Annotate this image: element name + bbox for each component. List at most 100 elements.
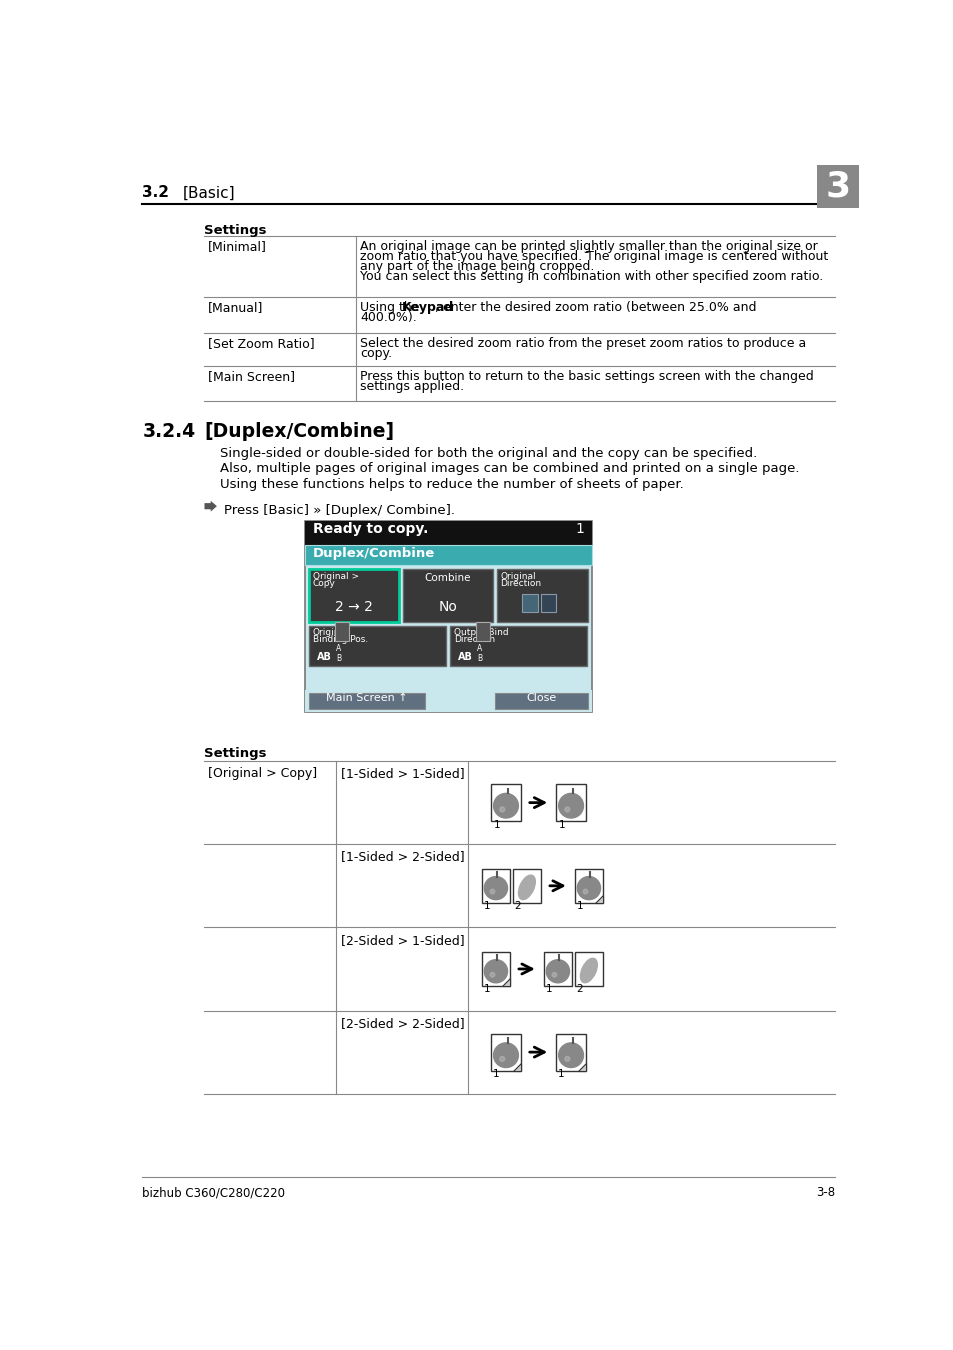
Text: any part of the image being cropped.: any part of the image being cropped. bbox=[360, 259, 594, 273]
FancyBboxPatch shape bbox=[556, 1034, 585, 1071]
FancyBboxPatch shape bbox=[335, 622, 348, 641]
Text: Using the: Using the bbox=[360, 301, 423, 313]
Circle shape bbox=[577, 876, 599, 899]
FancyBboxPatch shape bbox=[816, 165, 858, 208]
Text: 3: 3 bbox=[824, 170, 849, 204]
Text: [Original > Copy]: [Original > Copy] bbox=[208, 767, 316, 780]
Polygon shape bbox=[595, 895, 602, 903]
Text: [Set Zoom Ratio]: [Set Zoom Ratio] bbox=[208, 336, 314, 350]
Text: 3.2.4: 3.2.4 bbox=[142, 423, 195, 441]
Text: You can select this setting in combination with other specified zoom ratio.: You can select this setting in combinati… bbox=[360, 270, 822, 282]
Text: Original: Original bbox=[500, 571, 536, 580]
FancyBboxPatch shape bbox=[476, 622, 489, 641]
Circle shape bbox=[564, 1057, 569, 1061]
Text: copy.: copy. bbox=[360, 347, 392, 360]
Text: Main Screen ↑: Main Screen ↑ bbox=[326, 694, 408, 703]
Text: Output Bind: Output Bind bbox=[454, 628, 508, 637]
Circle shape bbox=[552, 972, 557, 977]
Text: 3.2: 3.2 bbox=[142, 185, 170, 200]
FancyBboxPatch shape bbox=[481, 869, 509, 903]
Text: [2-Sided > 2-Sided]: [2-Sided > 2-Sided] bbox=[340, 1017, 464, 1030]
FancyBboxPatch shape bbox=[309, 625, 446, 666]
FancyBboxPatch shape bbox=[305, 521, 592, 711]
Text: zoom ratio that you have specified. The original image is centered without: zoom ratio that you have specified. The … bbox=[360, 250, 827, 263]
Text: 1: 1 bbox=[493, 819, 499, 830]
Text: AB: AB bbox=[316, 652, 332, 662]
Text: Original: Original bbox=[313, 628, 348, 637]
Polygon shape bbox=[578, 1062, 585, 1071]
Text: Keypad: Keypad bbox=[402, 301, 454, 313]
Text: Combine: Combine bbox=[424, 574, 471, 583]
FancyBboxPatch shape bbox=[556, 784, 585, 821]
Circle shape bbox=[484, 960, 507, 983]
Text: Select the desired zoom ratio from the preset zoom ratios to produce a: Select the desired zoom ratio from the p… bbox=[360, 336, 805, 350]
FancyBboxPatch shape bbox=[309, 693, 425, 710]
FancyBboxPatch shape bbox=[305, 690, 592, 711]
Ellipse shape bbox=[579, 958, 597, 983]
FancyBboxPatch shape bbox=[540, 594, 556, 613]
Circle shape bbox=[490, 890, 495, 894]
FancyBboxPatch shape bbox=[305, 545, 592, 566]
FancyBboxPatch shape bbox=[481, 952, 509, 986]
Text: [Duplex/Combine]: [Duplex/Combine] bbox=[204, 423, 395, 441]
Text: [1-Sided > 1-Sided]: [1-Sided > 1-Sided] bbox=[340, 767, 464, 780]
FancyBboxPatch shape bbox=[491, 784, 520, 821]
Text: Binding Pos.: Binding Pos. bbox=[313, 634, 368, 644]
Circle shape bbox=[493, 1044, 517, 1068]
Text: 400.0%).: 400.0%). bbox=[360, 310, 416, 324]
Text: AB: AB bbox=[457, 652, 473, 662]
Text: Copy: Copy bbox=[313, 579, 335, 587]
Circle shape bbox=[582, 890, 587, 894]
FancyBboxPatch shape bbox=[402, 570, 493, 622]
Polygon shape bbox=[501, 979, 509, 986]
Circle shape bbox=[558, 794, 583, 818]
Text: 2: 2 bbox=[514, 902, 520, 911]
Text: 1: 1 bbox=[483, 902, 490, 911]
Text: Direction: Direction bbox=[454, 634, 495, 644]
Circle shape bbox=[490, 972, 495, 977]
Text: settings applied.: settings applied. bbox=[360, 379, 464, 393]
Text: [Minimal]: [Minimal] bbox=[208, 240, 266, 252]
Polygon shape bbox=[204, 501, 216, 512]
Text: 1: 1 bbox=[493, 1069, 499, 1079]
Text: , enter the desired zoom ratio (between 25.0% and: , enter the desired zoom ratio (between … bbox=[435, 301, 756, 313]
Text: No: No bbox=[438, 601, 456, 614]
Text: Single-sided or double-sided for both the original and the copy can be specified: Single-sided or double-sided for both th… bbox=[220, 447, 757, 460]
Text: Press this button to return to the basic settings screen with the changed: Press this button to return to the basic… bbox=[360, 370, 813, 383]
Circle shape bbox=[493, 794, 517, 818]
Text: 1: 1 bbox=[558, 1069, 564, 1079]
Text: 1: 1 bbox=[558, 819, 565, 830]
Text: A
B: A B bbox=[476, 644, 482, 663]
Text: A
B: A B bbox=[335, 644, 341, 663]
Text: 1: 1 bbox=[575, 522, 583, 536]
FancyBboxPatch shape bbox=[543, 952, 571, 986]
Text: Direction: Direction bbox=[500, 579, 541, 587]
Text: 2: 2 bbox=[576, 984, 582, 995]
FancyBboxPatch shape bbox=[450, 625, 587, 666]
Text: Close: Close bbox=[526, 694, 557, 703]
Ellipse shape bbox=[517, 875, 535, 899]
FancyBboxPatch shape bbox=[521, 594, 537, 613]
Text: bizhub C360/C280/C220: bizhub C360/C280/C220 bbox=[142, 1187, 285, 1199]
FancyBboxPatch shape bbox=[575, 952, 602, 986]
Text: [1-Sided > 2-Sided]: [1-Sided > 2-Sided] bbox=[340, 850, 464, 864]
Text: 2 → 2: 2 → 2 bbox=[335, 601, 373, 614]
Polygon shape bbox=[513, 1062, 520, 1071]
Circle shape bbox=[499, 1057, 504, 1061]
Text: [2-Sided > 1-Sided]: [2-Sided > 1-Sided] bbox=[340, 934, 464, 946]
Text: Settings: Settings bbox=[204, 747, 267, 760]
Text: Also, multiple pages of original images can be combined and printed on a single : Also, multiple pages of original images … bbox=[220, 462, 799, 475]
FancyBboxPatch shape bbox=[513, 869, 540, 903]
Text: 3-8: 3-8 bbox=[816, 1187, 835, 1199]
FancyBboxPatch shape bbox=[495, 693, 587, 710]
Text: Settings: Settings bbox=[204, 224, 267, 236]
Text: 1: 1 bbox=[483, 984, 490, 995]
Text: [Basic]: [Basic] bbox=[183, 185, 235, 200]
Circle shape bbox=[499, 807, 504, 811]
Text: Duplex/Combine: Duplex/Combine bbox=[313, 547, 435, 560]
Circle shape bbox=[564, 807, 569, 811]
Text: [Main Screen]: [Main Screen] bbox=[208, 370, 294, 383]
Circle shape bbox=[484, 876, 507, 899]
Text: An original image can be printed slightly smaller than the original size or: An original image can be printed slightl… bbox=[360, 240, 817, 252]
FancyBboxPatch shape bbox=[305, 521, 592, 545]
